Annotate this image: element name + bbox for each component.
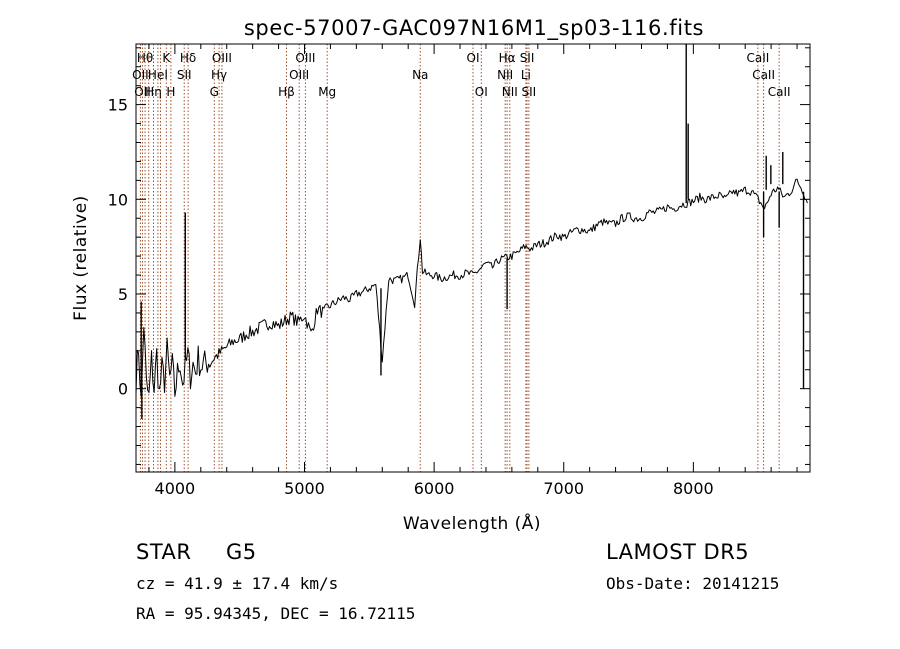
line-label: Mg: [318, 85, 336, 99]
survey-name: LAMOST DR5: [606, 540, 750, 564]
line-label: H: [166, 85, 175, 99]
line-label: OI: [475, 85, 488, 99]
line-label: CaII: [768, 85, 791, 99]
y-tick-label: 0: [118, 380, 128, 399]
line-label: SII: [520, 51, 535, 65]
line-label: Hη: [145, 85, 162, 99]
spectrum-line: [135, 178, 808, 398]
y-axis-label: Flux (relative): [71, 195, 91, 321]
spectrum-trace: [135, 44, 808, 419]
line-label: SII: [177, 68, 192, 82]
line-label: OII: [134, 85, 151, 99]
y-tick-label: 10: [108, 190, 128, 209]
object-subclass: G5: [226, 540, 257, 564]
line-label: HeI: [148, 68, 168, 82]
line-label: Hα: [499, 51, 516, 65]
plot-frame: [135, 43, 811, 473]
line-label: OI: [467, 51, 480, 65]
x-tick-label: 4000: [155, 479, 196, 498]
line-label: OIII: [212, 51, 232, 65]
line-label: OIII: [289, 68, 309, 82]
line-label: NII: [497, 68, 513, 82]
y-tick-label: 15: [108, 96, 128, 115]
line-label: CaII: [752, 68, 775, 82]
chart-title: spec-57007-GAC097N16M1_sp03-116.fits: [244, 16, 704, 41]
line-label: Hθ: [137, 51, 153, 65]
line-label: G: [210, 85, 219, 99]
y-tick-label: 5: [118, 285, 128, 304]
axes: 4000 5000 6000 7000 8000 0 5 10 15: [108, 44, 810, 498]
sky-coordinates: RA = 95.94345, DEC = 16.72115: [136, 604, 416, 623]
object-class: STAR: [136, 540, 192, 564]
x-tick-label: 6000: [414, 479, 455, 498]
line-label: Hβ: [278, 85, 295, 99]
x-tick-label: 8000: [673, 479, 714, 498]
x-axis-label: Wavelength (Å): [403, 512, 541, 534]
line-label: OII: [132, 68, 149, 82]
line-label: K: [162, 51, 171, 65]
x-tick-label: 5000: [284, 479, 325, 498]
line-label: CaII: [746, 51, 769, 65]
observation-date: Obs-Date: 20141215: [606, 574, 780, 593]
spectral-line-markers: [139, 44, 780, 472]
line-label: Li: [521, 68, 531, 82]
line-label: Hγ: [211, 68, 227, 82]
line-label: NII: [502, 85, 518, 99]
redshift-cz: cz = 41.9 ± 17.4 km/s: [136, 574, 339, 593]
line-label: Hδ: [180, 51, 196, 65]
line-label: OIII: [295, 51, 315, 65]
line-label: SII: [522, 85, 537, 99]
x-tick-label: 7000: [543, 479, 584, 498]
line-label: Na: [412, 68, 428, 82]
